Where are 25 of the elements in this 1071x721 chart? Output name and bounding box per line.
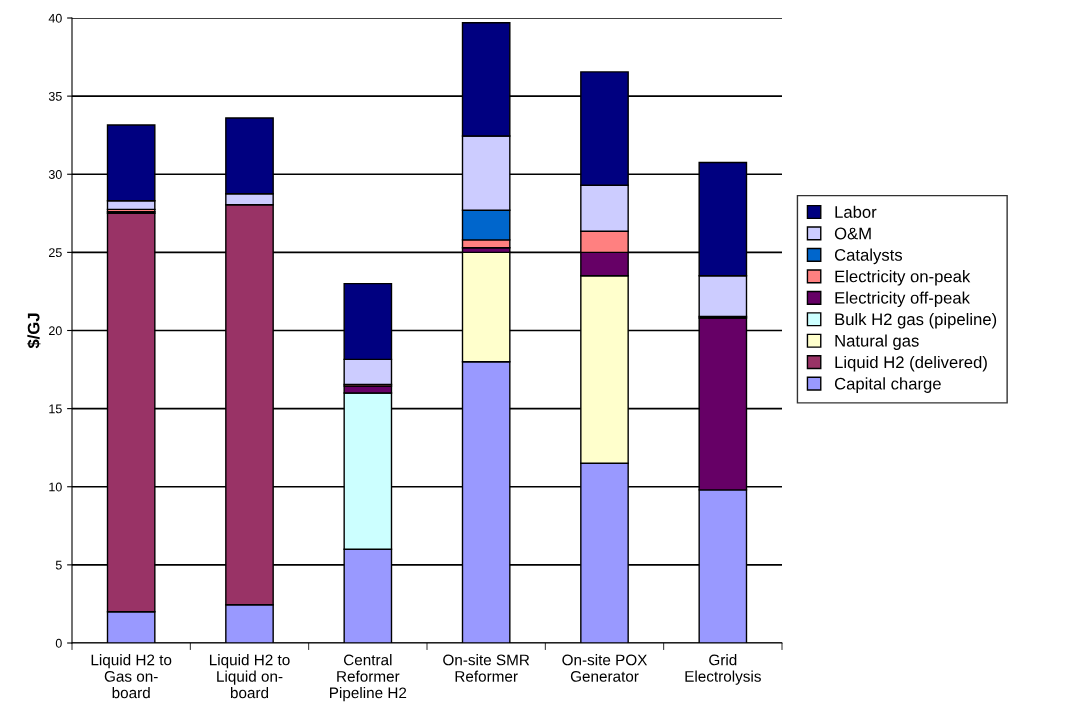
x-tick-label: Liquid H2 to Gas on- board [91,654,172,699]
legend-label: Liquid H2 (delivered) [835,355,987,372]
x-tick-label: Grid Electrolysis [685,654,761,685]
legend-label: Electricity off-peak [835,291,970,308]
y-tick-label: 40 [48,13,62,23]
x-tick-label: Liquid H2 to Liquid on- board [209,654,290,699]
y-tick-label: 35 [48,91,62,101]
legend-label: Bulk H2 gas (pipeline) [835,312,997,329]
x-tick-label: On-site SMR Reformer [443,654,530,682]
legend-label: Electricity on-peak [835,270,971,286]
legend-label: Catalysts [834,248,903,265]
legend-label: Capital charge [834,377,941,393]
y-tick-label: 25 [49,248,62,258]
legend-label: Labor [835,205,877,218]
y-tick-label: 5 [55,560,62,570]
legend-label: Natural gas [835,334,919,350]
legend-label: O&M [834,227,871,240]
y-tick-label: 20 [49,326,62,336]
y-tick-label: 0 [55,638,62,648]
y-tick-label: 10 [49,482,62,492]
y-tick-label: 15 [49,404,62,414]
y-tick-label: 30 [48,170,62,179]
x-tick-label: Central Reformer Pipeline H2 [330,654,407,702]
y-axis-title: $/GJ [26,313,41,349]
x-tick-label: On-site POX Generator [562,654,648,682]
